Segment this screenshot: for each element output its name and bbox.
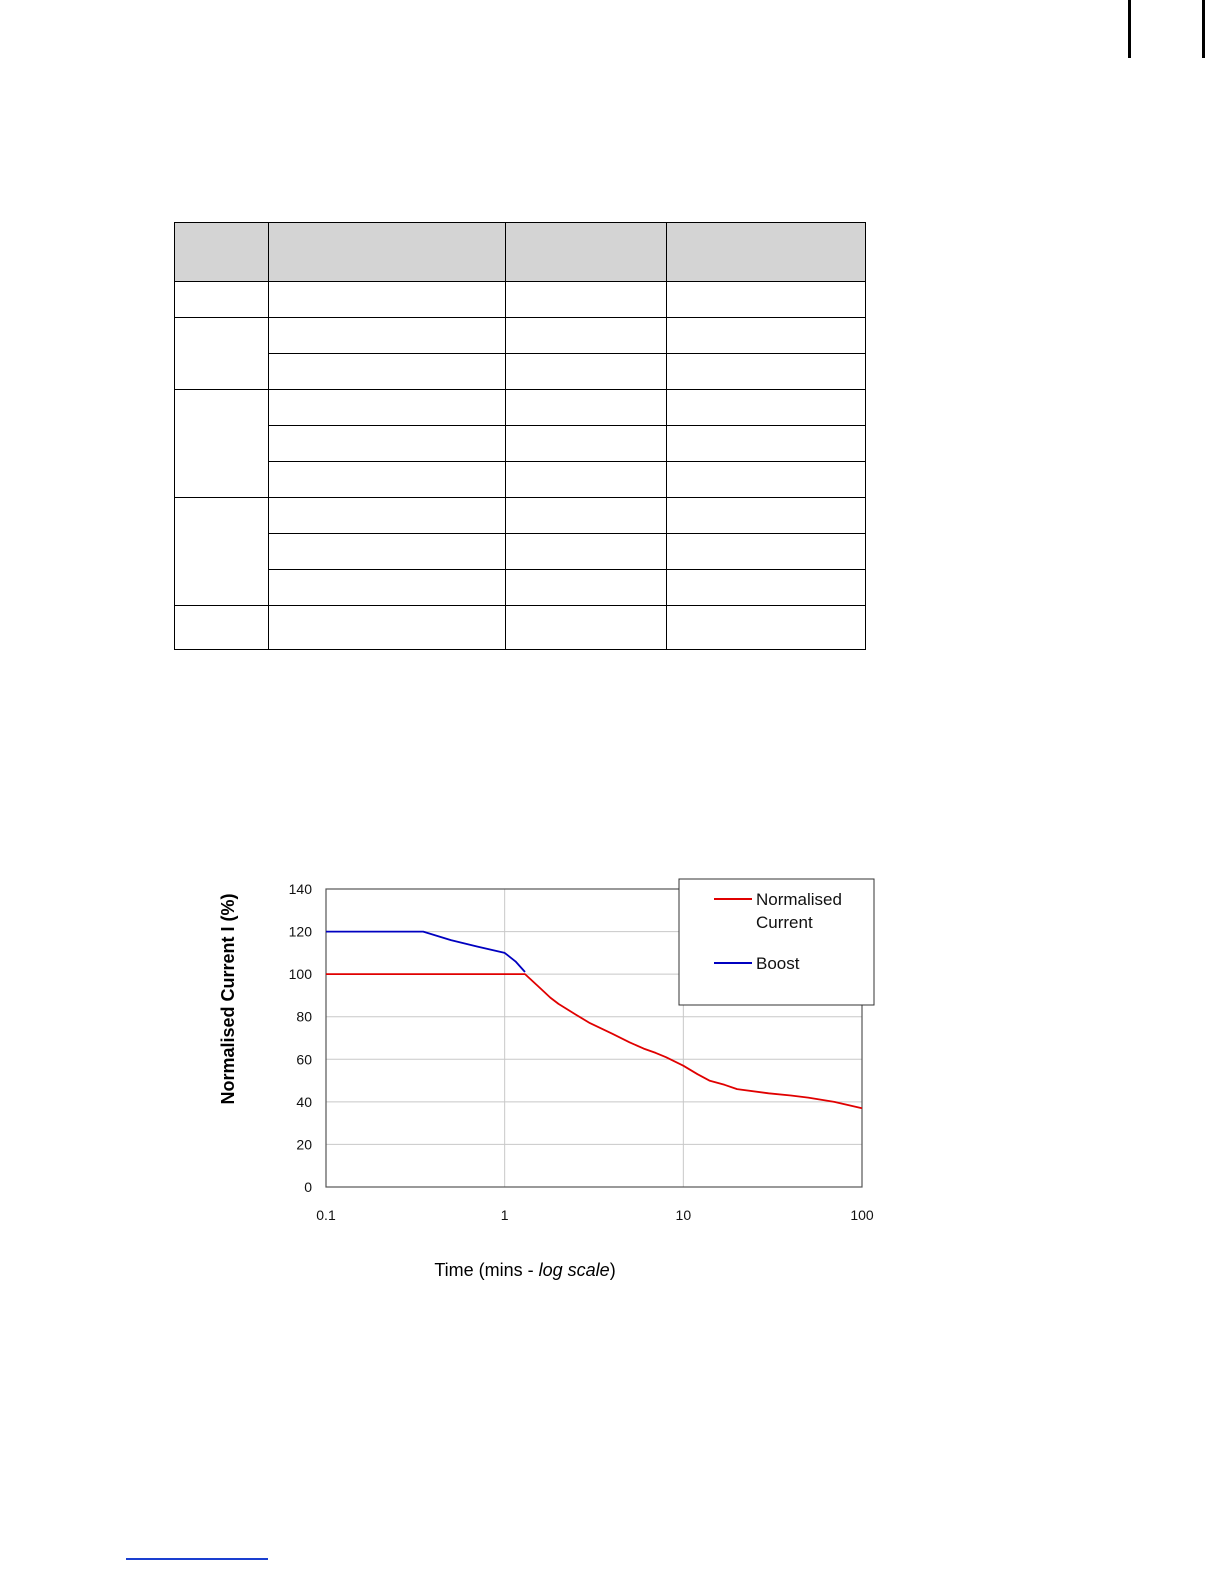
table-row xyxy=(174,497,866,606)
y-tick-label: 60 xyxy=(296,1051,312,1067)
table-row xyxy=(175,569,866,606)
table-cell xyxy=(268,497,506,534)
table-row xyxy=(174,389,866,498)
y-tick-label: 120 xyxy=(289,924,313,940)
y-tick-label: 140 xyxy=(289,881,313,897)
table-row xyxy=(174,605,866,650)
table-cell xyxy=(505,317,667,354)
legend-label-current: Current xyxy=(756,913,813,932)
table-cell xyxy=(666,497,866,534)
table-cell xyxy=(666,317,866,354)
table-cell xyxy=(666,425,866,462)
table-cell xyxy=(666,569,866,606)
y-tick-label: 20 xyxy=(296,1136,312,1152)
table-cell xyxy=(666,389,866,426)
y-tick-label: 40 xyxy=(296,1094,312,1110)
legend-label-boost: Boost xyxy=(756,954,800,973)
table-cell xyxy=(174,281,269,318)
table-cell xyxy=(268,353,506,390)
empty-table xyxy=(174,222,866,650)
table-cell xyxy=(505,533,667,570)
series-layer xyxy=(326,930,863,1110)
table-cell xyxy=(268,533,506,570)
x-tick-label: 1 xyxy=(501,1207,509,1223)
table-group-cell xyxy=(174,389,269,498)
header-cell xyxy=(505,222,667,282)
table-row xyxy=(175,533,866,570)
table-row xyxy=(174,317,866,390)
chart-legend: Normalised Current Boost xyxy=(678,878,875,1006)
legend-label-normalised: Normalised xyxy=(756,890,842,909)
table-cell xyxy=(666,353,866,390)
table-cell xyxy=(174,605,269,650)
header-cell xyxy=(174,222,269,282)
footnote-rule xyxy=(126,1558,268,1560)
table-cell xyxy=(268,281,506,318)
edge-mark-left xyxy=(1128,0,1131,58)
x-tick-label: 100 xyxy=(850,1207,874,1223)
table-cell xyxy=(268,389,506,426)
table-cell xyxy=(666,281,866,318)
table-group-cell xyxy=(174,497,269,606)
table-cell xyxy=(505,281,667,318)
table-row xyxy=(174,281,866,318)
table-cell xyxy=(268,461,506,498)
series-line-boost xyxy=(326,930,526,973)
table-cell xyxy=(666,461,866,498)
x-axis-title-italic: log scale xyxy=(539,1260,610,1280)
table-cell xyxy=(505,389,667,426)
header-cell xyxy=(268,222,506,282)
header-cell xyxy=(666,222,866,282)
chart-svg: 0 20 40 60 80 100 120 140 0.1 1 10 100 Normalised C… xyxy=(218,878,875,1280)
y-tick-label: 0 xyxy=(304,1179,312,1195)
table-cell xyxy=(268,317,506,354)
x-axis-title: Time (mins - log scale) xyxy=(434,1260,615,1280)
table-cell xyxy=(268,425,506,462)
x-axis-title-close: ) xyxy=(610,1260,616,1280)
table-cell xyxy=(666,605,866,650)
y-tick-label: 100 xyxy=(289,966,313,982)
table-row xyxy=(175,425,866,462)
series-line-normalised-current xyxy=(326,973,863,1110)
x-tick-label: 0.1 xyxy=(316,1207,336,1223)
y-axis-title: Normalised Current I (%) xyxy=(218,893,238,1104)
table-cell xyxy=(268,569,506,606)
table-cell xyxy=(505,425,667,462)
table-cell xyxy=(505,353,667,390)
plot-area xyxy=(325,888,863,1188)
x-tick-label: 10 xyxy=(676,1207,692,1223)
edge-mark-right xyxy=(1202,0,1205,58)
legend-box xyxy=(678,878,875,1006)
table-cell xyxy=(268,605,506,650)
table-header-row xyxy=(174,222,866,282)
table-cell xyxy=(505,497,667,534)
table-cell xyxy=(505,461,667,498)
current-time-chart: 0 20 40 60 80 100 120 140 0.1 1 10 100 Normalised C… xyxy=(200,840,900,1290)
table-row xyxy=(175,353,866,390)
table-row xyxy=(175,461,866,498)
x-axis-title-main: Time (mins - xyxy=(434,1260,538,1280)
table-cell xyxy=(666,533,866,570)
table-group-cell xyxy=(174,317,269,390)
tick-labels: 0 20 40 60 80 100 120 140 0.1 1 10 100 xyxy=(289,881,874,1223)
table-cell xyxy=(505,605,667,650)
y-tick-label: 80 xyxy=(296,1009,312,1025)
table-cell xyxy=(505,569,667,606)
